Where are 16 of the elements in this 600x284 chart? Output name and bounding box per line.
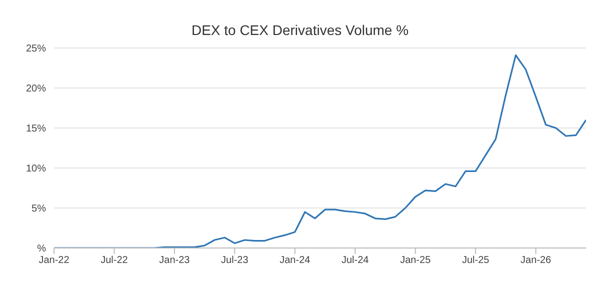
- y-tick-label: 25%: [26, 44, 46, 55]
- x-tick-label: Jul-25: [462, 255, 490, 266]
- y-tick-label: %: [37, 244, 46, 255]
- y-tick-label: 5%: [32, 204, 46, 215]
- x-tick-label: Jan-26: [520, 255, 552, 266]
- y-tick-label: 15%: [26, 124, 46, 135]
- x-tick-label: Jul-24: [342, 255, 370, 266]
- x-tick-label: Jul-23: [221, 255, 249, 266]
- x-tick-label: Jan-24: [280, 255, 311, 266]
- x-tick-label: Jul-22: [100, 255, 128, 266]
- x-tick-label: Jan-25: [400, 255, 432, 266]
- y-tick-label: 20%: [26, 84, 46, 95]
- chart-title: DEX to CEX Derivatives Volume %: [190, 21, 410, 40]
- x-tick-label: Jan-22: [38, 255, 70, 266]
- y-tick-label: 10%: [26, 164, 46, 175]
- x-tick-label: Jan-23: [159, 255, 190, 266]
